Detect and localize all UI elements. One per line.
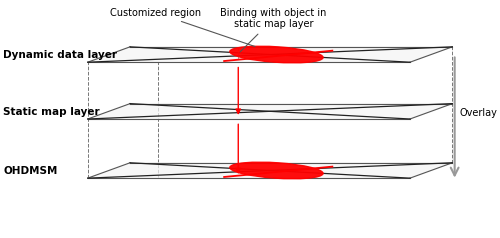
Text: Overlay: Overlay [460,108,497,118]
Text: Static map layer: Static map layer [3,107,100,117]
Polygon shape [88,104,452,119]
Text: OHDMSM: OHDMSM [3,166,58,176]
Text: Binding with object in
static map layer: Binding with object in static map layer [220,8,326,52]
Ellipse shape [230,162,323,179]
Polygon shape [88,163,452,178]
Text: Customized region: Customized region [110,8,255,47]
Text: Dynamic data layer: Dynamic data layer [3,50,117,60]
Ellipse shape [230,46,323,63]
Polygon shape [88,47,452,62]
